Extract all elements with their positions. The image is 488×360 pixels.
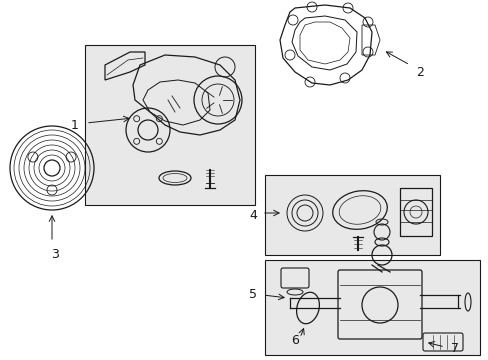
Bar: [264, 260, 479, 355]
Bar: [85, 45, 254, 205]
Text: 7: 7: [450, 342, 458, 355]
Bar: [264, 175, 439, 255]
Text: 3: 3: [51, 248, 59, 261]
Text: 2: 2: [415, 66, 423, 78]
Text: 6: 6: [290, 333, 298, 346]
Bar: [399, 188, 431, 236]
Text: 1: 1: [71, 118, 79, 131]
Text: 4: 4: [248, 208, 256, 221]
Text: 5: 5: [248, 288, 257, 302]
